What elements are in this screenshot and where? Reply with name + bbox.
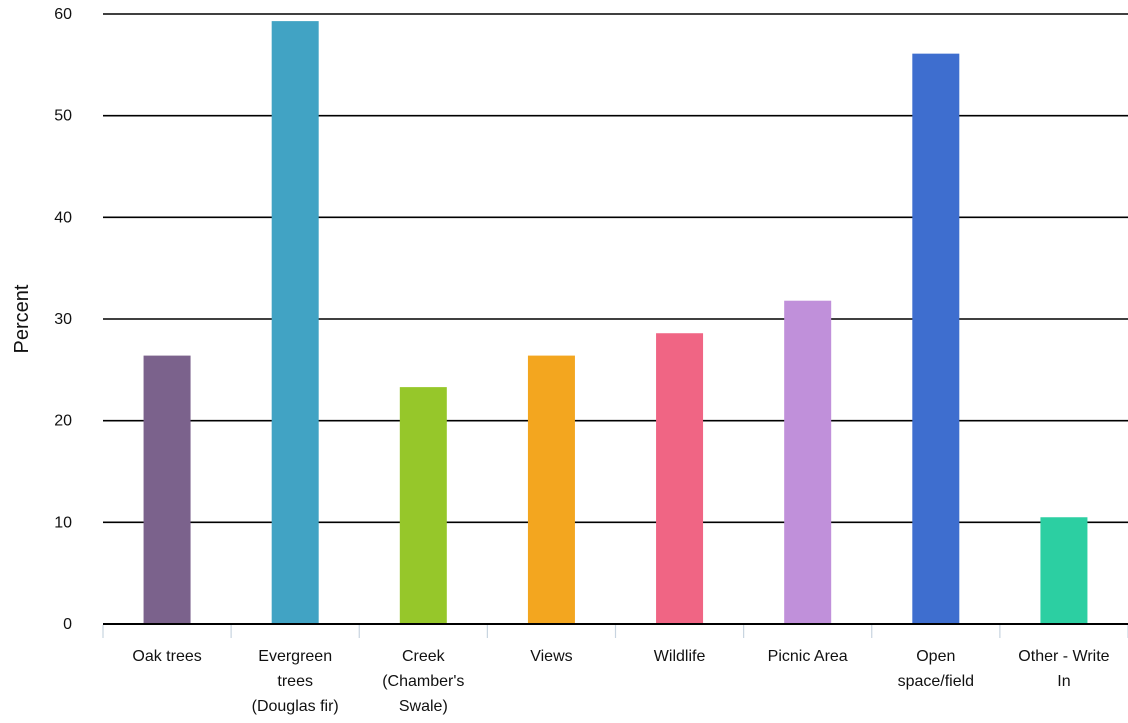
- x-tick-label: Picnic Area: [768, 648, 848, 665]
- x-tick-label: Evergreen trees (Douglas fir): [252, 648, 339, 715]
- x-tick-label-line: (Chamber's: [382, 673, 464, 690]
- y-tick-label: 10: [54, 514, 72, 531]
- x-tick-label-line: Open: [916, 648, 955, 665]
- x-tick-label: Other - Write In: [1018, 648, 1109, 690]
- gridlines: [103, 13, 1128, 524]
- x-tick-label: Oak trees: [132, 648, 201, 665]
- x-tick-label-line: Oak trees: [132, 648, 201, 665]
- x-tick-label-line: Views: [530, 648, 572, 665]
- y-axis-title: Percent: [11, 284, 33, 353]
- x-tick-label-line: Swale): [399, 698, 448, 715]
- x-tick-label: Creek (Chamber's Swale): [382, 648, 464, 715]
- bar: [784, 300, 832, 624]
- bar: [399, 387, 447, 624]
- bar: [271, 21, 319, 625]
- x-tick-label: Views: [530, 648, 572, 665]
- y-tick-label: 50: [54, 108, 72, 125]
- y-tick-label: 0: [63, 616, 72, 633]
- x-axis: [102, 623, 1128, 638]
- bar: [912, 53, 960, 624]
- bars: [143, 21, 1088, 625]
- y-tick-label: 60: [54, 6, 72, 23]
- y-tick-labels: 0 10 20 30 40 50 60: [54, 6, 72, 633]
- bar: [1040, 517, 1088, 624]
- y-tick-label: 30: [54, 311, 72, 328]
- x-tick-label: Open space/field: [898, 648, 975, 690]
- x-tick-label-line: Wildlife: [654, 648, 706, 665]
- x-tick-label-line: Other - Write: [1018, 648, 1109, 665]
- x-tick-label-line: (Douglas fir): [252, 698, 339, 715]
- y-tick-label: 40: [54, 209, 72, 226]
- x-tick-label-line: Picnic Area: [768, 648, 848, 665]
- bar: [143, 355, 191, 624]
- x-tick-label-line: trees: [277, 673, 313, 690]
- bar: [656, 333, 704, 624]
- x-tick-label-line: In: [1057, 673, 1070, 690]
- bar: [527, 355, 575, 624]
- x-tick-labels: Oak trees Evergreen trees (Douglas fir) Cree…: [132, 648, 1109, 715]
- x-tick-label-line: Creek: [402, 648, 446, 665]
- x-tick-label-line: space/field: [898, 673, 975, 690]
- x-tick-label-line: Evergreen: [258, 648, 332, 665]
- x-tick-label: Wildlife: [654, 648, 706, 665]
- y-tick-label: 20: [54, 413, 72, 430]
